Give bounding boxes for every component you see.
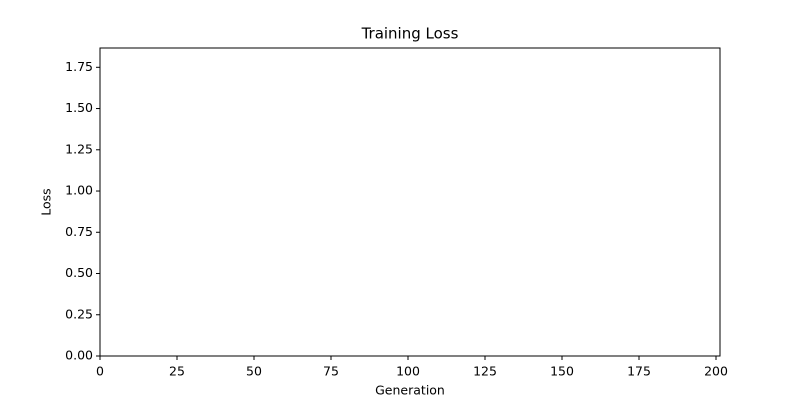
y-tick-label: 0.75 (65, 224, 93, 239)
y-tick-label: 1.75 (65, 59, 93, 74)
y-axis-label: Loss (39, 188, 54, 215)
y-tick-label: 0.00 (65, 348, 93, 363)
x-tick-label: 25 (169, 364, 185, 379)
x-tick-label: 200 (704, 364, 728, 379)
x-tick-label: 75 (323, 364, 339, 379)
y-tick-label: 1.25 (65, 141, 93, 156)
x-tick-label: 0 (96, 364, 104, 379)
x-tick-label: 50 (246, 364, 262, 379)
y-tick-label: 1.00 (65, 183, 93, 198)
y-tick-label: 1.50 (65, 100, 93, 115)
x-tick-label: 125 (473, 364, 497, 379)
x-tick-label: 150 (550, 364, 574, 379)
y-tick-label: 0.50 (65, 265, 93, 280)
chart-title: Training Loss (361, 25, 459, 43)
x-tick-label: 175 (627, 364, 651, 379)
plot-frame (99, 47, 721, 357)
x-axis-label: Generation (375, 383, 445, 398)
y-tick-label: 0.25 (65, 306, 93, 321)
x-tick-label: 100 (396, 364, 420, 379)
